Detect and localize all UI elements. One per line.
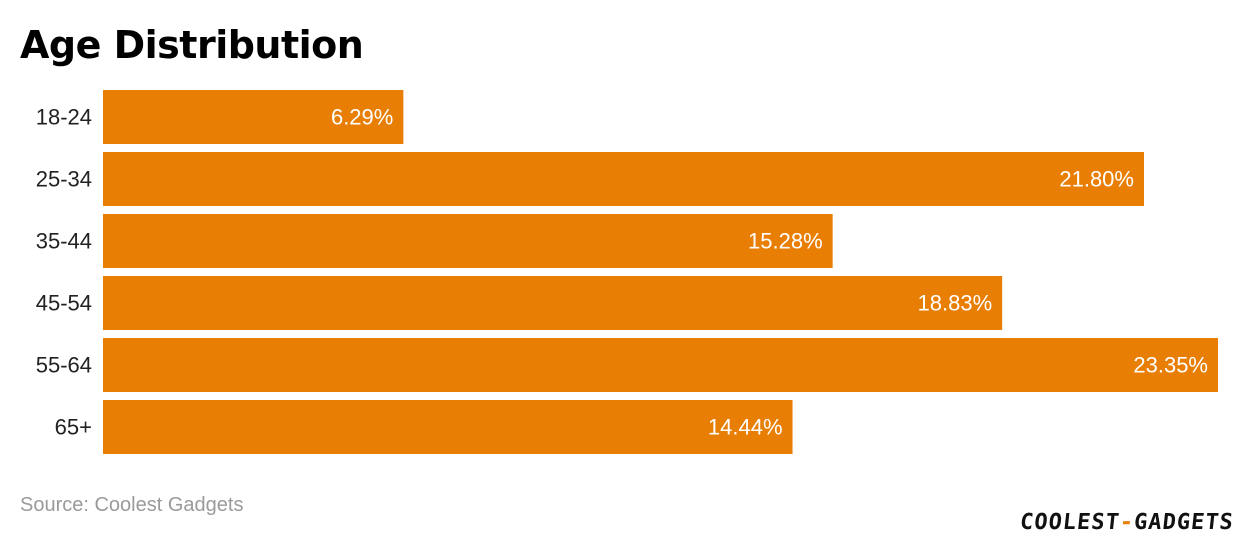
bar-chart: 18-24 6.29% 25-34 21.80% 35-44 15.28% 45-54 18.… xyxy=(36,90,1218,454)
value-label: 14.44% xyxy=(708,415,783,440)
bar-55-64 xyxy=(103,338,1218,392)
bar-35-44 xyxy=(103,214,833,268)
bar-25-34 xyxy=(103,152,1144,206)
value-label: 23.35% xyxy=(1133,353,1208,378)
category-label: 25-34 xyxy=(36,167,92,192)
bar-18-24 xyxy=(103,90,404,144)
value-label: 6.29% xyxy=(331,105,393,130)
labels-layer: 18-24 6.29% 25-34 21.80% 35-44 15.28% 45-54 18.… xyxy=(36,105,1208,440)
value-label: 18.83% xyxy=(918,291,993,316)
category-label: 18-24 xyxy=(36,105,92,130)
bar-65+ xyxy=(103,400,793,454)
chart-title: Age Distribution xyxy=(20,23,364,67)
brand-logo-part1: COOLEST xyxy=(1019,510,1122,535)
category-label: 55-64 xyxy=(36,353,92,378)
brand-logo-part2: GADGETS xyxy=(1133,510,1236,535)
value-label: 15.28% xyxy=(748,229,823,254)
brand-logo: COOLEST-GADGETS xyxy=(1019,510,1235,536)
value-label: 21.80% xyxy=(1059,167,1134,192)
source-note: Source: Coolest Gadgets xyxy=(20,494,244,516)
bar-45-54 xyxy=(103,276,1003,330)
category-label: 65+ xyxy=(55,415,92,440)
category-label: 35-44 xyxy=(36,229,92,254)
bars-layer xyxy=(103,90,1218,454)
category-label: 45-54 xyxy=(36,291,92,316)
